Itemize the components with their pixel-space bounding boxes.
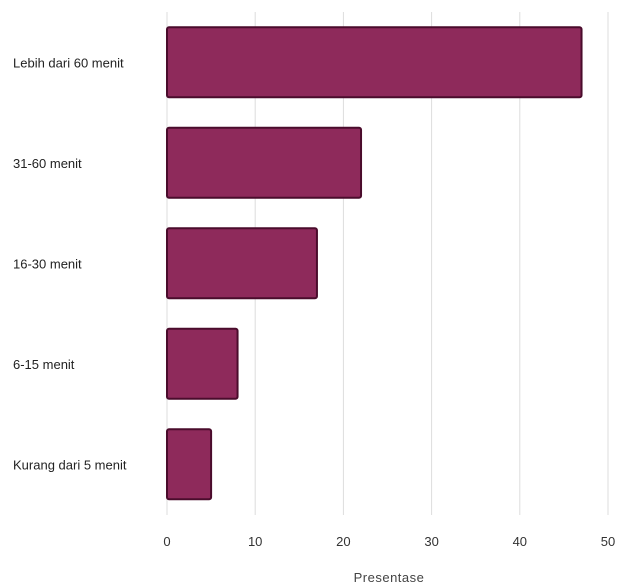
category-label: 16-30 menit — [13, 256, 82, 271]
bar-layer — [166, 26, 583, 501]
category-label: 6-15 menit — [13, 357, 75, 372]
category-label: Lebih dari 60 menit — [13, 55, 124, 70]
x-tick-label: 0 — [163, 534, 170, 549]
bar — [166, 26, 583, 99]
category-label: Kurang dari 5 menit — [13, 457, 127, 472]
x-tick-labels: 0 10 20 30 40 50 — [163, 534, 615, 549]
bar — [166, 126, 363, 199]
bar — [166, 327, 239, 400]
x-tick-label: 50 — [601, 534, 615, 549]
x-tick-label: 10 — [248, 534, 262, 549]
x-tick-label: 20 — [336, 534, 350, 549]
x-tick-label: 40 — [513, 534, 527, 549]
bar — [166, 428, 213, 501]
x-tick-label: 30 — [424, 534, 438, 549]
x-axis-title: Presentase — [354, 570, 425, 585]
category-labels: Lebih dari 60 menit 31-60 menit 16-30 meni… — [13, 55, 127, 472]
bar — [166, 227, 318, 300]
category-label: 31-60 menit — [13, 156, 82, 171]
